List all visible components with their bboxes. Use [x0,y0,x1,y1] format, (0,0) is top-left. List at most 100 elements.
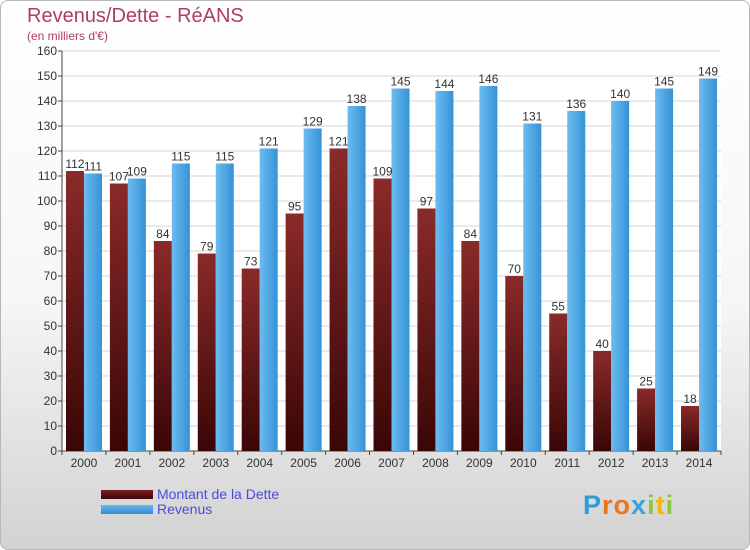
y-tick-label: 70 [44,269,58,283]
data-label-revenue: 140 [610,87,630,101]
bar-debt [461,241,480,451]
bar-revenue [655,88,674,451]
data-label-debt: 73 [244,255,258,269]
bar-revenue [391,88,410,451]
bar-revenue [435,91,454,451]
bar-debt [153,241,172,451]
x-tick-label: 2012 [598,456,625,470]
data-label-revenue: 146 [478,72,498,86]
data-label-debt: 121 [329,135,349,149]
x-tick-label: 2005 [290,456,317,470]
legend-swatch-revenue [101,505,153,514]
data-label-revenue: 109 [127,165,147,179]
chart-title: Revenus/Dette - RéANS [27,5,244,27]
data-label-revenue: 131 [522,110,542,124]
bar-debt [681,406,700,451]
y-tick-label: 130 [37,119,57,133]
y-tick-label: 40 [44,344,58,358]
bar-revenue [523,123,542,451]
x-tick-label: 2000 [71,456,98,470]
data-label-debt: 55 [552,300,566,314]
data-label-debt: 40 [595,337,609,351]
y-tick-label: 20 [44,394,58,408]
bar-revenue [127,178,146,451]
x-tick-label: 2003 [202,456,229,470]
logo-letter: i [647,490,656,520]
bar-debt [505,276,524,451]
x-tick-label: 2011 [554,456,580,470]
bar-revenue [479,86,498,451]
y-tick-label: 150 [37,69,57,83]
data-label-debt: 84 [156,227,170,241]
bar-debt [329,148,348,451]
proxiti-logo: Proxiti [583,490,674,521]
x-tick-label: 2009 [466,456,493,470]
bar-debt [593,351,612,451]
legend-swatch-debt [101,490,153,499]
x-tick-label: 2008 [422,456,449,470]
logo-letter: x [631,490,648,520]
bar-debt [197,253,216,451]
data-label-debt: 95 [288,200,302,214]
data-label-revenue: 129 [303,115,323,129]
bar-revenue [347,106,366,451]
data-label-revenue: 115 [171,150,190,164]
data-label-debt: 18 [683,392,697,406]
bar-debt [373,178,392,451]
logo-letter: r [602,490,614,520]
x-tick-label: 2002 [158,456,185,470]
x-tick-label: 2007 [378,456,405,470]
legend-label-debt: Montant de la Dette [157,486,280,502]
y-tick-label: 10 [44,419,58,433]
bar-debt [417,208,436,451]
bar-revenue [699,78,718,451]
x-tick-label: 2004 [246,456,273,470]
bar-revenue [259,148,278,451]
bar-debt [285,213,304,451]
logo-letter: o [613,490,632,520]
data-label-revenue: 145 [390,75,410,89]
y-tick-label: 100 [37,194,57,208]
bar-revenue [611,101,630,451]
y-tick-label: 110 [38,169,57,183]
x-tick-label: 2013 [642,456,669,470]
x-tick-label: 2006 [334,456,361,470]
legend-label-revenue: Revenus [157,501,213,517]
bar-debt [65,171,84,451]
y-tick-label: 30 [44,369,58,383]
logo-letter: P [583,490,603,520]
data-label-debt: 70 [508,262,522,276]
data-label-debt: 112 [65,157,84,171]
logo-letter: t [655,490,666,520]
data-label-debt: 97 [420,195,434,209]
y-tick-label: 60 [44,294,58,308]
bar-debt [241,268,260,451]
bar-debt [637,388,656,451]
data-label-revenue: 138 [347,92,367,106]
bar-revenue [83,173,102,451]
data-label-revenue: 136 [566,97,586,111]
y-tick-label: 140 [37,94,57,108]
y-tick-label: 120 [37,144,57,158]
data-label-debt: 84 [464,227,478,241]
data-label-revenue: 145 [654,75,674,89]
chart-subtitle: (en milliers d'€) [27,29,108,43]
bar-debt [109,183,128,451]
x-tick-label: 2010 [510,456,537,470]
x-tick-label: 2001 [115,456,142,470]
bar-revenue [171,163,190,451]
data-label-revenue: 144 [434,77,454,91]
y-tick-label: 160 [37,44,57,58]
y-tick-label: 0 [50,444,57,458]
data-label-debt: 109 [372,165,392,179]
logo-letter: i [665,490,675,520]
bar-debt [549,313,568,451]
data-label-debt: 107 [109,170,129,184]
y-tick-label: 90 [44,219,58,233]
x-tick-label: 2014 [686,456,713,470]
data-label-revenue: 149 [698,65,718,79]
bar-revenue [303,128,322,451]
data-label-revenue: 115 [215,150,234,164]
